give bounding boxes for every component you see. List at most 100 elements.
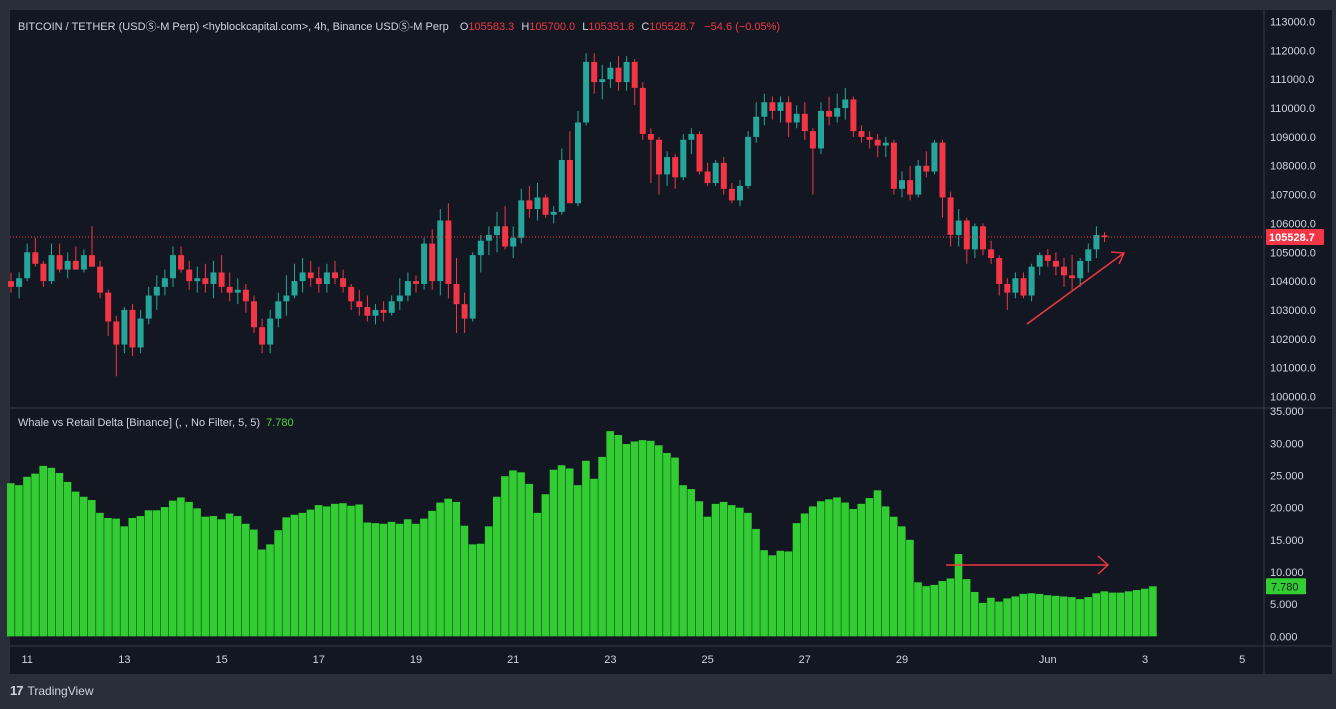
time-tick-label: 11 (21, 654, 32, 666)
indicator-legend: Whale vs Retail Delta [Binance] (, , No … (18, 417, 294, 429)
histogram-bar (833, 497, 841, 637)
tradingview-watermark[interactable]: 17 TradingView (10, 683, 94, 698)
histogram-bar (436, 502, 444, 637)
candle-body (931, 142, 938, 172)
histogram-bar (1068, 597, 1076, 637)
candle-body (121, 309, 128, 345)
histogram-bar (930, 584, 938, 637)
histogram-bar (752, 528, 760, 637)
time-tick-label: 21 (507, 654, 519, 666)
price-tick-label: 103000.0 (1270, 305, 1316, 317)
histogram-bar (501, 476, 509, 637)
histogram-bar (906, 539, 914, 637)
histogram-bar (152, 510, 161, 637)
histogram-bar (169, 500, 177, 637)
candle-body (202, 278, 209, 284)
histogram-bar (1035, 593, 1044, 637)
candle-body (372, 309, 379, 316)
indicator-value: 7.780 (266, 417, 294, 429)
arrow-head (1110, 251, 1126, 265)
histogram-bar (306, 509, 315, 637)
candle-body (461, 304, 468, 319)
histogram-bar (987, 597, 995, 637)
candle-body (1012, 278, 1019, 293)
candle-body (64, 260, 71, 270)
candle-body (421, 243, 428, 284)
candle-body (307, 272, 314, 279)
histogram-bar (160, 507, 169, 637)
histogram-bar (970, 591, 979, 637)
histogram-bar (71, 491, 80, 637)
tradingview-logo-icon: 17 (10, 683, 24, 698)
price-tick-label: 102000.0 (1270, 334, 1316, 346)
last-price-badge (1266, 229, 1324, 246)
histogram-bar (1141, 588, 1149, 637)
candle-body (356, 301, 363, 308)
histogram-bar (1003, 598, 1011, 637)
histogram-bar (420, 518, 428, 637)
price-tick-label: 112000.0 (1270, 45, 1315, 57)
histogram-bar (1124, 591, 1133, 637)
candle-body (226, 286, 233, 293)
candle-body (947, 197, 954, 235)
candle-body (251, 301, 257, 328)
histogram-bar (606, 431, 614, 637)
candle-body (915, 165, 922, 195)
candle-body (874, 139, 881, 146)
candle-body (971, 226, 978, 250)
candle-body (80, 255, 87, 270)
histogram-bar (638, 440, 647, 637)
candle-body (210, 272, 217, 284)
candle-body (1061, 266, 1067, 276)
histogram-bar (347, 505, 355, 637)
candle-body (56, 255, 63, 270)
indicator-title[interactable]: Whale vs Retail Delta [Binance] (, , No … (18, 417, 261, 429)
histogram-bar (1043, 595, 1052, 637)
histogram-bar (258, 549, 266, 637)
histogram-bar (104, 517, 112, 637)
histogram-bar (484, 526, 493, 637)
candle-body (801, 113, 808, 132)
histogram-bar (1051, 595, 1060, 637)
histogram-bar (1132, 590, 1141, 637)
histogram-bar (590, 478, 598, 637)
candle-body (890, 142, 897, 189)
arrow-head (1097, 555, 1110, 575)
low-label: L (582, 21, 589, 33)
time-tick-label: 23 (604, 654, 616, 666)
indicator-tick-label: 15.000 (1270, 535, 1304, 547)
candle-body (1101, 235, 1108, 238)
histogram-bar (322, 506, 331, 637)
candle-body (1028, 266, 1035, 296)
histogram-bar (825, 499, 833, 637)
histogram-bar (185, 501, 193, 637)
histogram-bar (768, 555, 776, 637)
candle-body (955, 220, 962, 235)
candle-body (1077, 260, 1084, 279)
candle-body (866, 136, 873, 140)
candle-body (275, 301, 282, 319)
histogram-bar (857, 503, 866, 637)
candle-body (24, 252, 31, 279)
histogram-bar (517, 472, 525, 637)
candle-body (785, 102, 792, 123)
time-tick-label: 17 (313, 654, 325, 666)
candle-body (1004, 283, 1011, 293)
candle-body (380, 309, 387, 313)
candle-body (842, 99, 849, 109)
histogram-bar (1019, 593, 1028, 637)
histogram-bar (428, 510, 436, 637)
candle-body (32, 252, 39, 264)
histogram-bar (282, 517, 290, 637)
symbol-title[interactable]: BITCOIN / TETHER (USDⓈ-M Perp) <hyblockc… (18, 21, 449, 33)
open-value: 105583.3 (468, 21, 515, 33)
histogram-bar (663, 453, 671, 637)
histogram-bar (873, 490, 882, 637)
high-value: 105700.0 (529, 21, 576, 33)
histogram-bar (290, 514, 299, 637)
candle-body (178, 255, 185, 270)
histogram-bar (776, 550, 785, 637)
price-trend-arrow-icon (1026, 251, 1126, 325)
